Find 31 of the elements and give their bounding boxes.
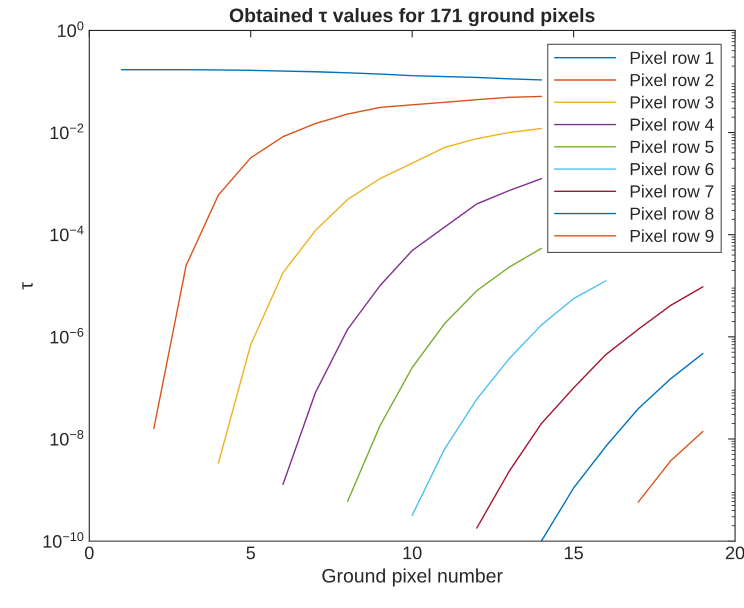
line-series [218, 128, 542, 464]
x-tick-label: 10 [404, 546, 422, 560]
y-tick-label: 10$^{−10}$ [44, 532, 84, 548]
line-series [120, 69, 542, 81]
line-series [346, 248, 542, 502]
legend-label: Pixel row 3 [630, 96, 714, 109]
line-series [540, 352, 704, 542]
x-tick-label: 20 [726, 546, 744, 560]
line-series [476, 286, 704, 529]
line-series [153, 96, 542, 430]
y-axis-title: τ [22, 282, 33, 290]
legend-label: Pixel row 5 [630, 140, 714, 154]
line-series [282, 178, 542, 485]
y-tick-label: 10$^{−6}$ [50, 328, 84, 344]
x-tick-label: 15 [564, 546, 583, 560]
legend-label: Pixel row 8 [630, 207, 714, 220]
legend-label: Pixel row 2 [630, 73, 714, 86]
x-tick-label: 0 [84, 546, 94, 560]
line-series [411, 280, 607, 516]
x-tick-label: 5 [246, 546, 255, 560]
y-tick-label: 10$^{−8}$ [50, 430, 84, 446]
y-tick-label: 10$^{−4}$ [50, 226, 84, 242]
legend-label: Pixel row 1 [630, 51, 714, 64]
chart-title: Obtained τ values for 171 ground pixels [230, 8, 595, 26]
legend-label: Pixel row 6 [630, 162, 714, 176]
y-tick-label: 10$^{−2}$ [50, 124, 84, 140]
y-tick-label: 10$^{0}$ [58, 21, 84, 38]
legend-label: Pixel row 9 [630, 229, 714, 242]
legend-label: Pixel row 7 [630, 184, 714, 198]
legend-label: Pixel row 4 [630, 118, 714, 131]
x-axis-title: Ground pixel number [322, 568, 503, 586]
